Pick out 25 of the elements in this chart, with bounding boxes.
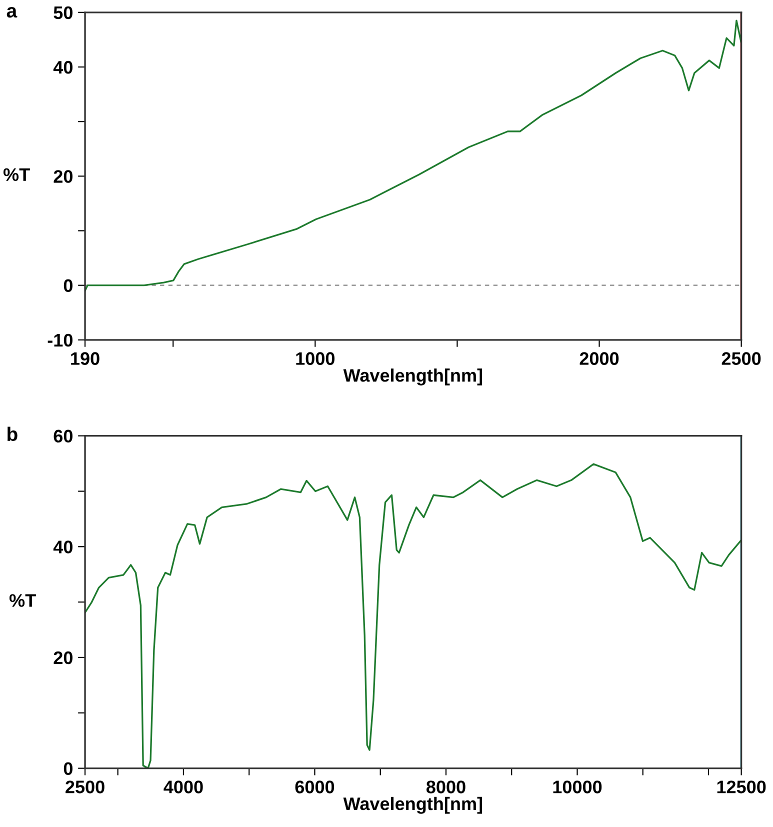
x-tick-label: 2000: [580, 352, 619, 365]
x-tick-label: 4000: [164, 780, 203, 794]
chart-title: b: [8, 426, 18, 442]
x-axis-title: Wavelength[nm]: [343, 368, 482, 386]
y-axis-title: %T: [3, 168, 30, 181]
x-tick-label: 190: [71, 352, 100, 365]
y-axis-title: %T: [9, 594, 36, 607]
chart-title: a: [6, 6, 18, 18]
x-axis-title: Wavelength[nm]: [343, 796, 482, 814]
y-tick-label: 0: [64, 279, 72, 292]
y-tick-label: 50: [54, 6, 72, 20]
y-tick-label: 20: [54, 651, 72, 664]
y-tick-label: 40: [53, 540, 72, 554]
y-tick-label: 40: [53, 60, 72, 74]
x-tick-label: 6000: [295, 780, 334, 794]
x-tick-label: 1000: [296, 352, 334, 365]
x-tick-label: 2500: [66, 780, 104, 794]
y-tick-label: -10: [48, 334, 72, 347]
y-tick-label: 0: [64, 762, 72, 776]
y-tick-label: 60: [54, 430, 72, 443]
x-tick-label: 2500: [722, 352, 761, 365]
y-tick-label: 20: [54, 170, 72, 183]
x-tick-label: 8000: [426, 780, 466, 794]
x-tick-label: 10000: [553, 780, 602, 794]
x-tick-label: 12500: [717, 780, 766, 794]
